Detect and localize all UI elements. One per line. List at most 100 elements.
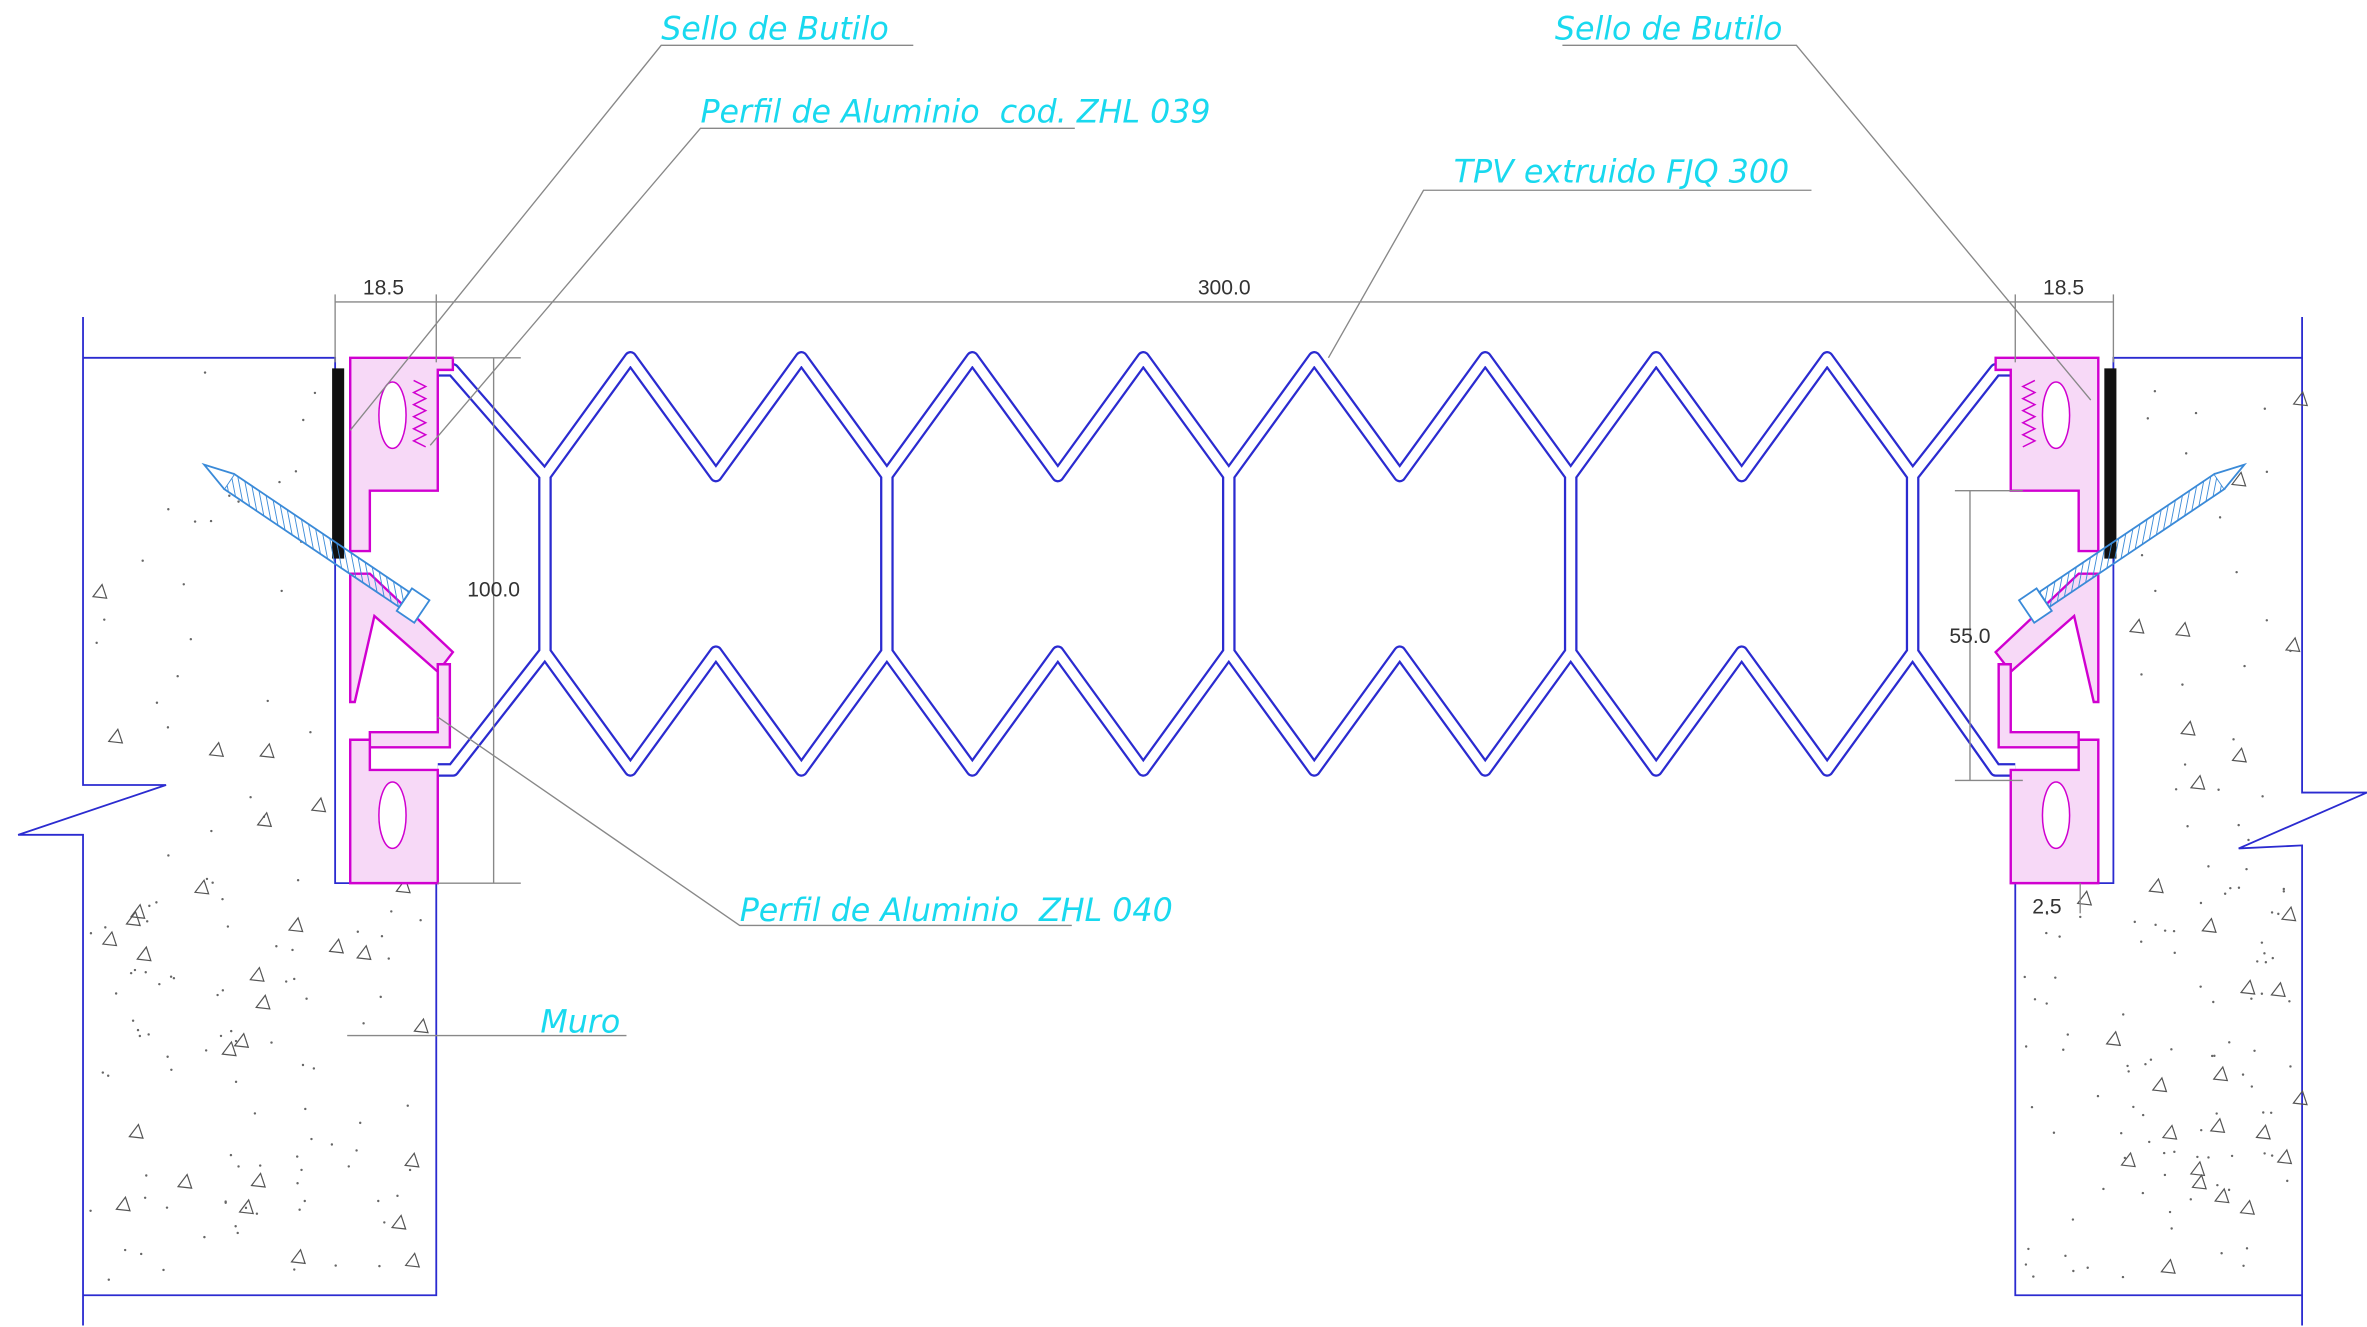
grain bbox=[169, 975, 173, 978]
aggregate bbox=[395, 877, 411, 894]
grain bbox=[2149, 1058, 2153, 1061]
grain bbox=[2045, 931, 2048, 935]
grain bbox=[2270, 1154, 2274, 1157]
grain bbox=[2096, 1094, 2100, 1098]
grain bbox=[2250, 1085, 2254, 1088]
aggregate bbox=[176, 1173, 193, 1189]
grain bbox=[2163, 1173, 2167, 1177]
grain bbox=[2228, 1041, 2231, 1044]
grain bbox=[167, 854, 170, 857]
aggregate bbox=[2105, 1030, 2122, 1047]
slot bbox=[378, 781, 407, 850]
grain bbox=[2212, 1000, 2215, 1004]
aggregate bbox=[2239, 979, 2256, 995]
callout: Perfil de Aluminio ZHL 040 bbox=[740, 893, 1173, 929]
aggregate bbox=[2231, 747, 2248, 763]
grain bbox=[2243, 664, 2246, 668]
aggregate bbox=[287, 916, 304, 933]
grain bbox=[2174, 788, 2178, 791]
grain bbox=[330, 1143, 334, 1146]
grain bbox=[2052, 1131, 2056, 1134]
grain bbox=[237, 1165, 240, 1168]
aggregate bbox=[290, 1248, 306, 1265]
grain bbox=[2230, 1154, 2234, 1158]
grain bbox=[2140, 940, 2143, 943]
aggregate bbox=[125, 910, 141, 927]
aggregate bbox=[2128, 618, 2145, 634]
aggregate bbox=[390, 1214, 407, 1230]
grain bbox=[2146, 417, 2150, 420]
callout: Sello de Butilo bbox=[1555, 11, 1783, 47]
grain bbox=[2241, 1073, 2245, 1076]
aggregate bbox=[101, 930, 118, 947]
grain bbox=[106, 1074, 110, 1077]
grain bbox=[2223, 892, 2227, 895]
grain bbox=[2102, 1187, 2105, 1191]
grain bbox=[2265, 619, 2269, 622]
grain bbox=[255, 1212, 259, 1215]
grain bbox=[2120, 1131, 2123, 1135]
grain bbox=[182, 583, 185, 586]
grain bbox=[2122, 1013, 2125, 1016]
grain bbox=[2264, 961, 2268, 964]
bellows-inner bbox=[437, 353, 2016, 775]
aggregate bbox=[256, 811, 273, 828]
grain bbox=[383, 1221, 386, 1224]
grain bbox=[2260, 941, 2264, 944]
grain bbox=[2148, 1140, 2151, 1144]
aluminum-profile-left bbox=[201, 356, 455, 885]
grain bbox=[2210, 1054, 2214, 1058]
aggregate bbox=[2120, 1151, 2136, 1168]
grain bbox=[362, 1022, 365, 1025]
grain bbox=[205, 877, 209, 881]
grain bbox=[2247, 838, 2250, 842]
grain bbox=[2245, 1247, 2249, 1250]
grain bbox=[2141, 1113, 2145, 1117]
aggregate bbox=[404, 1152, 420, 1168]
grain bbox=[2133, 920, 2136, 924]
grain bbox=[2144, 1062, 2147, 1066]
aggregate bbox=[128, 1123, 144, 1139]
slot bbox=[378, 381, 407, 450]
aggregate bbox=[2161, 1124, 2178, 1140]
grain bbox=[2030, 1105, 2034, 1109]
leader-lines bbox=[347, 44, 2092, 1037]
butyl-seal bbox=[332, 368, 345, 559]
grain bbox=[147, 1033, 150, 1036]
aggregate bbox=[2230, 471, 2247, 487]
grain bbox=[2199, 901, 2203, 905]
dimension: 300.0 bbox=[1198, 276, 1251, 299]
grain bbox=[2064, 1254, 2067, 1258]
grain bbox=[165, 1206, 169, 1209]
grain bbox=[145, 1174, 148, 1177]
callout: Perfil de Aluminio cod. ZHL 039 bbox=[700, 94, 1210, 130]
aggregate bbox=[193, 878, 210, 895]
grain bbox=[294, 470, 298, 473]
grain bbox=[2141, 1191, 2145, 1195]
grain bbox=[204, 1049, 208, 1052]
grain bbox=[334, 1264, 337, 1267]
aggregate bbox=[328, 938, 345, 954]
aggregate bbox=[2214, 1187, 2230, 1204]
grain bbox=[133, 968, 137, 972]
grain bbox=[2132, 1105, 2135, 1109]
grain bbox=[2263, 952, 2266, 955]
grain bbox=[2235, 570, 2238, 574]
grain bbox=[2196, 1155, 2199, 1159]
grain bbox=[258, 1164, 262, 1167]
grain bbox=[141, 559, 144, 562]
dimension: 100.0 bbox=[467, 578, 520, 601]
aggregate bbox=[255, 994, 271, 1010]
grain bbox=[176, 674, 179, 678]
aggregate bbox=[2201, 917, 2217, 933]
dimension: 2.5 bbox=[2032, 895, 2061, 918]
grain bbox=[2237, 886, 2241, 889]
grain bbox=[234, 1039, 238, 1043]
grain bbox=[158, 982, 161, 986]
grain bbox=[2154, 923, 2157, 927]
aggregate bbox=[310, 796, 327, 813]
grain bbox=[172, 977, 176, 980]
aggregate bbox=[208, 741, 225, 758]
grain bbox=[144, 971, 147, 974]
grain bbox=[419, 919, 422, 922]
